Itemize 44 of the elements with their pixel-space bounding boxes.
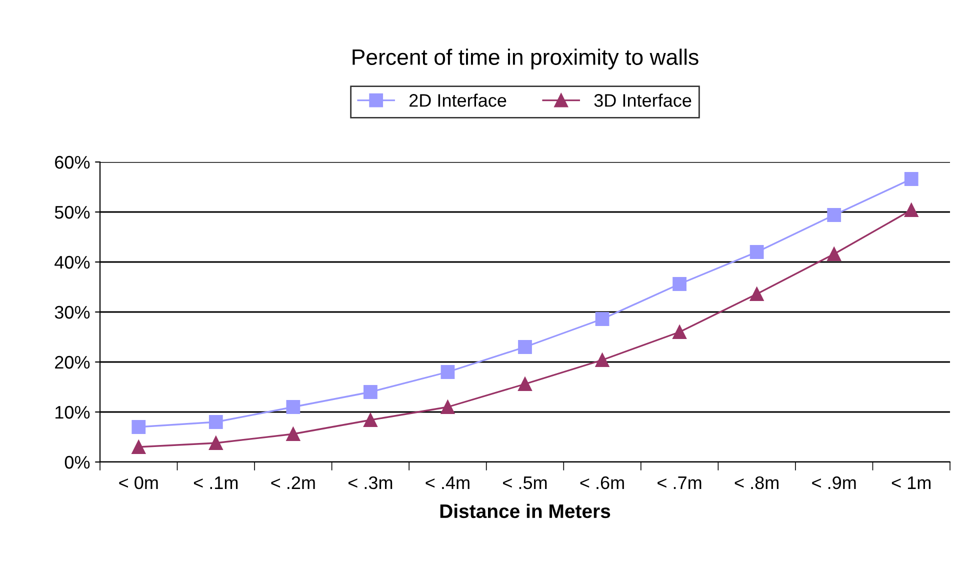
point	[518, 340, 532, 354]
point	[364, 385, 378, 399]
point	[827, 208, 842, 222]
point	[286, 427, 300, 441]
x-tick-label: < .6m	[580, 476, 624, 490]
point	[286, 400, 300, 414]
y-tick-label: 40%	[54, 256, 90, 269]
y-tick-label: 20%	[55, 356, 90, 369]
y-tick-label: 0%	[64, 456, 90, 469]
x-tick-label: < 1m	[892, 476, 930, 489]
point	[364, 413, 378, 427]
point	[904, 203, 918, 217]
x-axis-title: Distance in Meters	[440, 504, 610, 518]
x-tick-label: < .5m	[503, 476, 547, 490]
point	[827, 247, 842, 261]
point	[208, 415, 223, 429]
x-tick-label: < .7m	[658, 476, 702, 489]
point	[750, 245, 764, 259]
y-tick-label: 10%	[56, 406, 90, 419]
point	[672, 325, 686, 339]
legend-label: 2D Interface	[410, 94, 506, 107]
x-tick-label: < .2m	[271, 476, 315, 489]
point	[440, 365, 455, 379]
x-tick-label: < .8m	[734, 476, 778, 490]
y-tick-label: 30%	[54, 306, 90, 319]
point	[595, 312, 610, 326]
point	[595, 353, 610, 367]
point	[904, 172, 918, 186]
x-tick-label: < .4m	[426, 476, 470, 489]
point	[208, 436, 223, 450]
point	[132, 440, 146, 454]
point	[132, 420, 146, 434]
point	[672, 277, 686, 291]
chart-title: Percent of time in proximity to walls	[352, 48, 698, 70]
x-tick-label: < 0m	[119, 476, 158, 490]
point	[518, 377, 532, 391]
x-tick-label: < .9m	[812, 476, 856, 490]
legend-label: 3D Interface	[594, 94, 692, 107]
point	[750, 287, 764, 301]
y-tick-label: 50%	[54, 206, 90, 219]
x-tick-label: < .1m	[194, 476, 238, 489]
x-tick-label: < .3m	[348, 476, 392, 490]
point	[440, 400, 455, 414]
y-tick-label: 60%	[55, 156, 90, 169]
